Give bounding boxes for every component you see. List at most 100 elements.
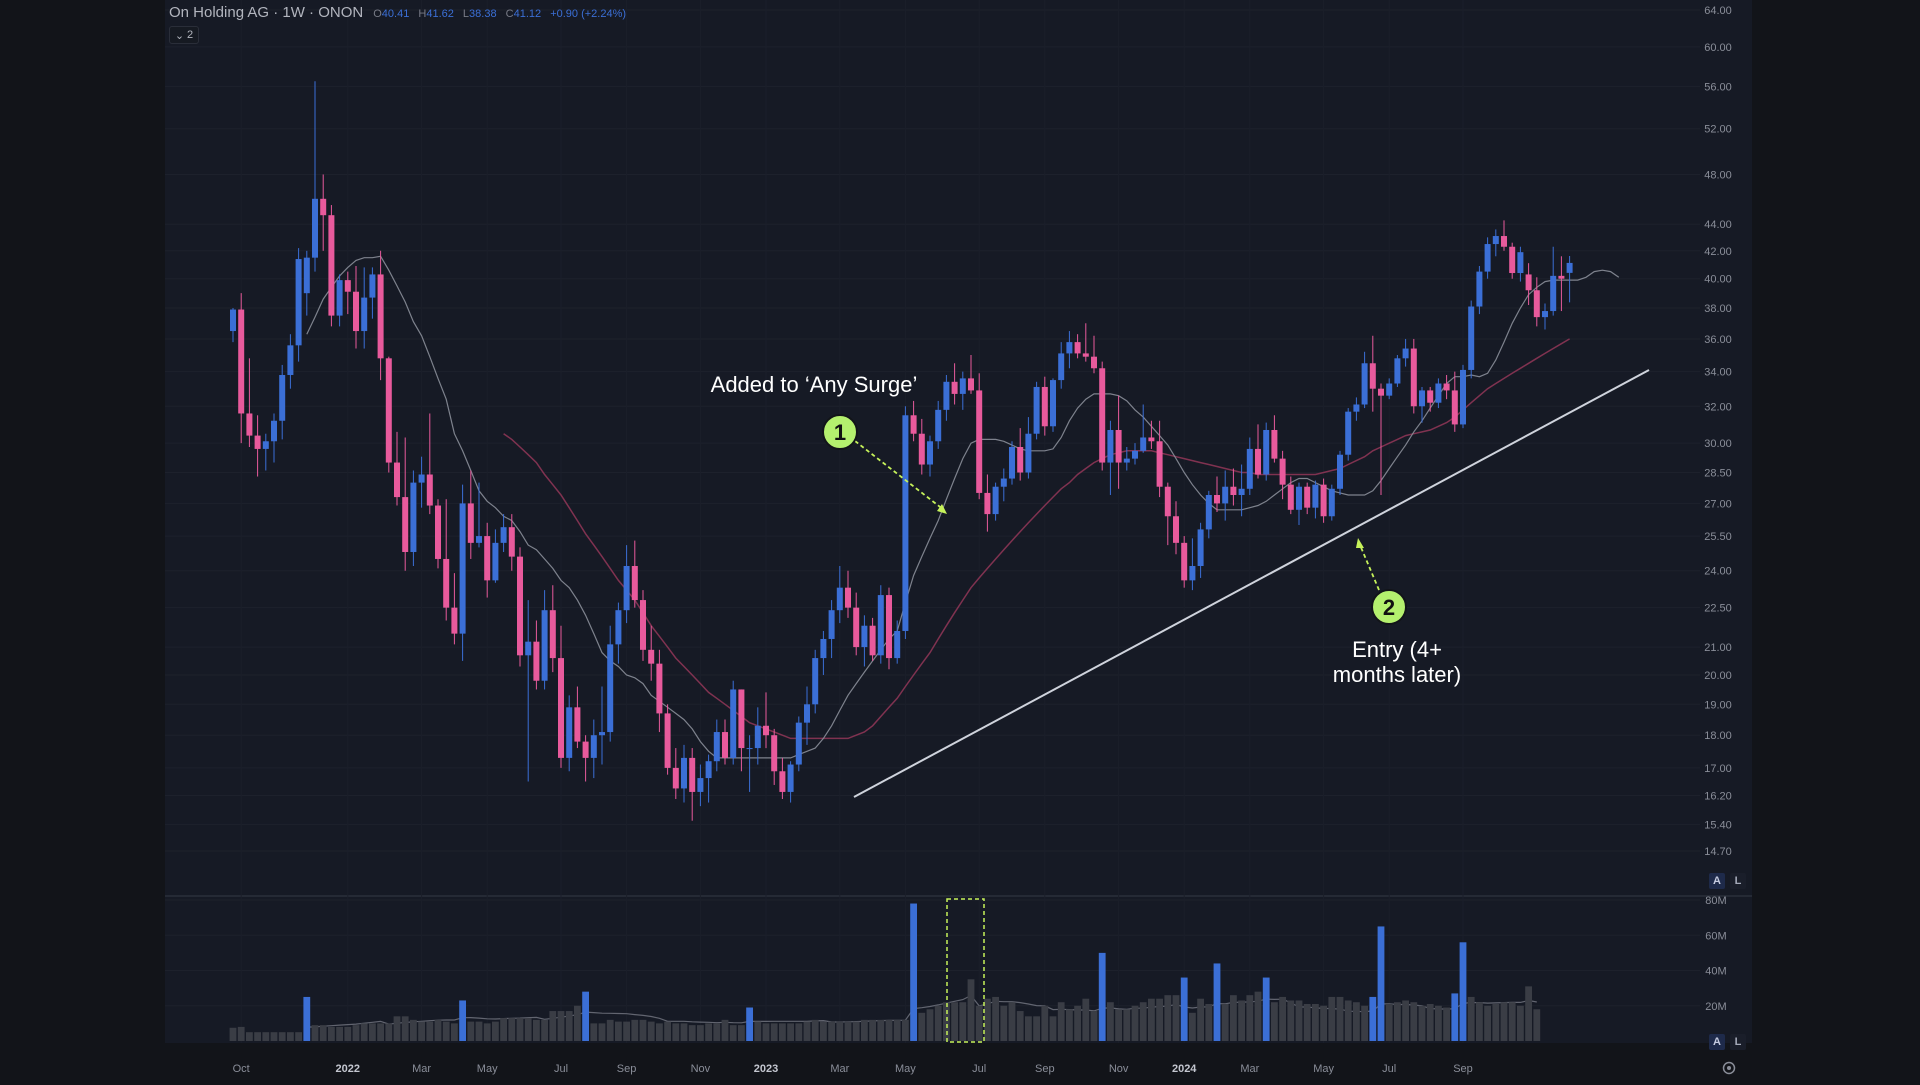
volume-bar xyxy=(861,1019,868,1041)
volume-bar xyxy=(1467,996,1475,1041)
candle-body xyxy=(1402,348,1409,359)
candle-body xyxy=(836,587,843,611)
candle-body xyxy=(935,409,942,442)
auto-scale-button-main[interactable]: A xyxy=(1709,873,1725,889)
price-tick-label: 36.00 xyxy=(1704,334,1732,346)
support-trendline[interactable] xyxy=(853,369,1650,798)
volume-bar xyxy=(1492,1003,1500,1041)
candle-body xyxy=(1066,342,1073,354)
candle-body xyxy=(287,345,294,375)
volume-bar xyxy=(1394,1002,1401,1041)
time-tick-label: Mar xyxy=(830,1063,849,1075)
candle-body xyxy=(541,610,548,681)
candle-body xyxy=(1501,236,1507,247)
candle-body xyxy=(303,257,310,294)
time-tick-label: May xyxy=(895,1063,916,1075)
symbol-title[interactable]: On Holding AG · 1W · ONON xyxy=(169,4,364,21)
candle-body xyxy=(992,486,999,515)
candle-body xyxy=(582,741,589,758)
volume-bar xyxy=(1115,1009,1122,1041)
volume-bar xyxy=(1221,1003,1229,1041)
candle-body xyxy=(492,542,499,581)
candle-body xyxy=(1197,529,1204,567)
volume-bar xyxy=(1476,1002,1483,1041)
volume-bar xyxy=(451,1023,458,1041)
candle-body xyxy=(1468,306,1475,370)
candle-body xyxy=(959,378,966,394)
candle-body xyxy=(853,607,860,648)
candle-body xyxy=(902,415,909,631)
volume-bar xyxy=(811,1019,819,1041)
candle-body xyxy=(664,713,671,768)
candle-body xyxy=(1140,437,1147,451)
volume-bar xyxy=(278,1032,286,1041)
annotation-entry-label-line1: Entry (4+ xyxy=(1352,637,1442,662)
candle-body xyxy=(1378,388,1384,396)
candle-body xyxy=(1132,450,1138,459)
log-scale-button-volume[interactable]: L xyxy=(1730,1034,1746,1050)
volume-bar xyxy=(836,1021,844,1041)
collapse-indicators-button[interactable]: ⌄ 2 xyxy=(169,26,199,44)
volume-bar xyxy=(1410,1002,1418,1041)
volume-bar xyxy=(1312,1003,1319,1041)
candle-body xyxy=(1181,542,1188,581)
volume-bar xyxy=(1172,995,1180,1041)
volume-bar xyxy=(1459,942,1467,1041)
candle-body xyxy=(631,566,638,601)
price-tick-label: 52.00 xyxy=(1704,124,1732,136)
candle-body xyxy=(1074,342,1081,354)
candle-body xyxy=(262,441,269,449)
price-tick-label: 60.00 xyxy=(1704,42,1732,54)
volume-bar xyxy=(623,1021,630,1041)
candle-body xyxy=(574,707,581,742)
ohlc-readout: O40.41 H41.62 L38.38 C41.12 +0.90 (+2.24… xyxy=(373,8,626,20)
candle-body xyxy=(943,381,950,410)
candle-body xyxy=(312,198,318,258)
candle-body xyxy=(254,435,261,449)
candle-body xyxy=(861,625,868,648)
volume-bar xyxy=(1148,998,1155,1041)
candle-body xyxy=(1550,275,1557,312)
log-scale-button-main[interactable]: L xyxy=(1730,873,1746,889)
candle-body xyxy=(1386,383,1393,396)
candle-body xyxy=(927,441,933,465)
candle-body xyxy=(1296,486,1302,510)
time-tick-label: Jul xyxy=(1382,1063,1396,1075)
volume-bar xyxy=(385,1023,393,1041)
candle-body xyxy=(394,462,400,498)
candle-body xyxy=(1189,566,1196,581)
volume-bar xyxy=(533,1019,540,1041)
time-tick-label: Nov xyxy=(691,1063,711,1075)
main-pane-background xyxy=(165,0,1752,895)
candle-body xyxy=(377,274,384,359)
volume-bars xyxy=(229,903,1541,1041)
volume-bar xyxy=(434,1019,442,1041)
volume-bar xyxy=(1057,1002,1065,1041)
price-tick-label: 32.00 xyxy=(1704,401,1732,413)
volume-bar xyxy=(1254,991,1262,1041)
candle-body xyxy=(722,732,728,758)
candle-body xyxy=(1263,429,1270,475)
volume-bar xyxy=(951,1002,958,1041)
price-tick-label: 34.00 xyxy=(1704,367,1732,379)
candle-body xyxy=(246,413,253,436)
volume-highlight-box[interactable] xyxy=(946,898,985,1043)
open-label: O xyxy=(373,8,382,20)
candle-body xyxy=(697,778,704,792)
volume-bar xyxy=(672,1023,680,1041)
auto-scale-button-volume[interactable]: A xyxy=(1709,1034,1725,1050)
volume-bar xyxy=(959,1002,967,1041)
candle-body xyxy=(1107,429,1114,463)
volume-bar xyxy=(1271,1002,1278,1041)
volume-bar xyxy=(1484,1005,1491,1041)
trendline-layer[interactable] xyxy=(853,369,1650,798)
candle-body xyxy=(623,566,630,611)
price-tick-label: 16.20 xyxy=(1704,790,1732,802)
time-tick-label: 2023 xyxy=(754,1063,778,1075)
settings-icon[interactable] xyxy=(1722,1061,1736,1075)
volume-bar xyxy=(795,1023,803,1041)
volume-bar xyxy=(442,1021,450,1041)
volume-bar xyxy=(377,1023,384,1041)
ma-fast-line xyxy=(306,255,1620,759)
